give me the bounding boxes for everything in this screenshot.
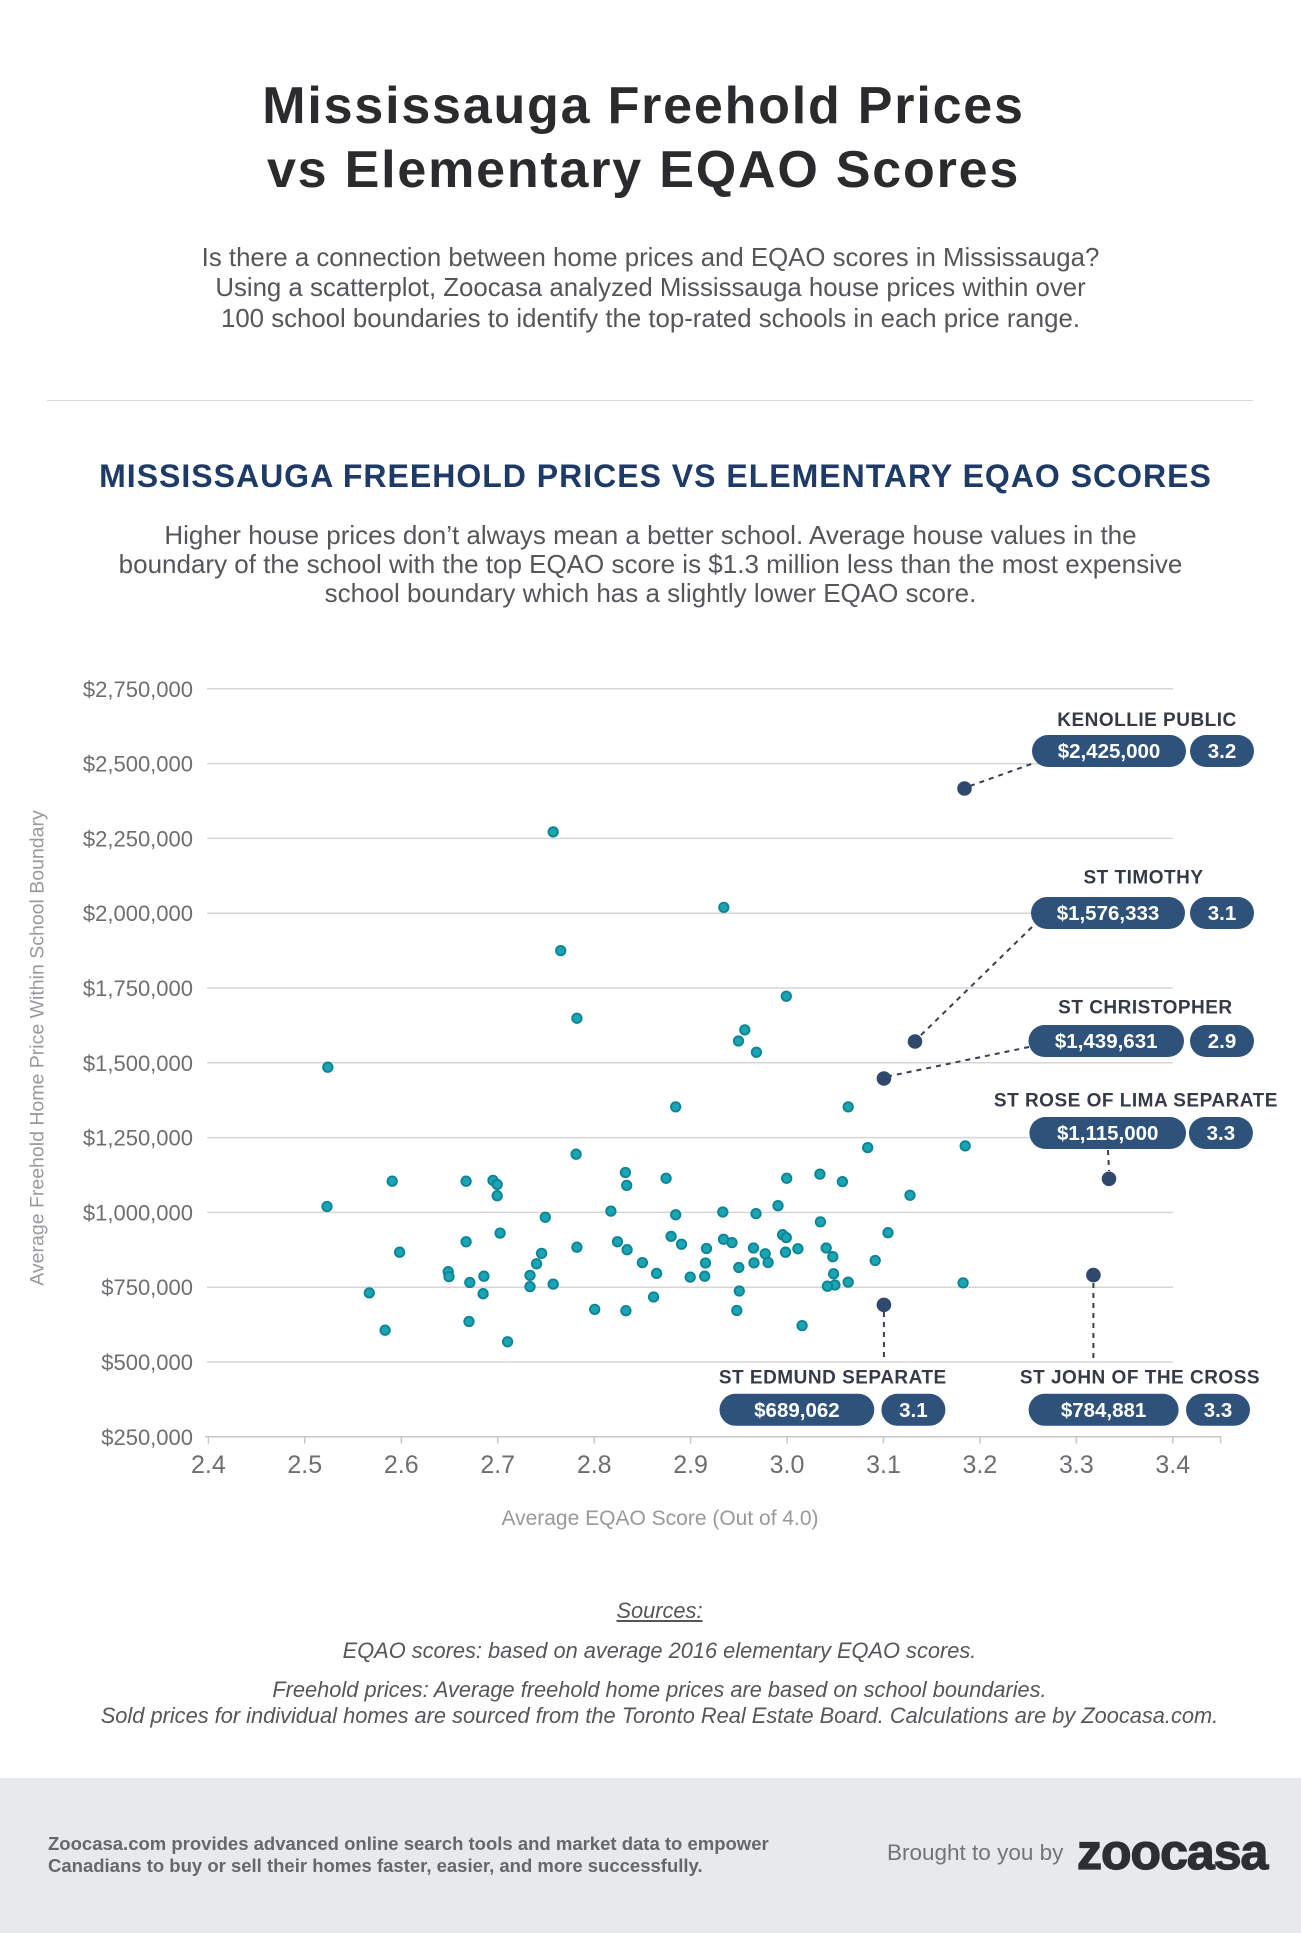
svg-text:ST TIMOTHY: ST TIMOTHY	[1083, 868, 1203, 889]
svg-text:$1,576,333: $1,576,333	[1057, 902, 1160, 925]
svg-text:$250,000: $250,000	[101, 1425, 193, 1450]
svg-text:3.1: 3.1	[899, 1399, 928, 1422]
svg-text:2.8: 2.8	[577, 1451, 612, 1479]
svg-text:3.3: 3.3	[1059, 1451, 1094, 1479]
svg-text:KENOLLIE PUBLIC: KENOLLIE PUBLIC	[1057, 710, 1237, 731]
svg-text:$2,000,000: $2,000,000	[83, 901, 193, 926]
svg-text:3.3: 3.3	[1207, 1122, 1236, 1145]
svg-text:3.2: 3.2	[1208, 740, 1237, 763]
svg-text:$2,425,000: $2,425,000	[1058, 740, 1161, 763]
svg-text:$2,250,000: $2,250,000	[83, 826, 193, 851]
svg-text:$1,250,000: $1,250,000	[83, 1126, 193, 1151]
svg-text:ST JOHN OF THE CROSS: ST JOHN OF THE CROSS	[1020, 1367, 1260, 1388]
svg-text:$2,500,000: $2,500,000	[83, 752, 193, 777]
svg-text:3.4: 3.4	[1155, 1451, 1190, 1479]
svg-text:3.1: 3.1	[866, 1451, 901, 1479]
svg-text:$1,000,000: $1,000,000	[83, 1200, 193, 1225]
svg-text:$1,439,631: $1,439,631	[1055, 1030, 1158, 1053]
svg-text:3.2: 3.2	[963, 1451, 998, 1479]
svg-text:$689,062: $689,062	[754, 1399, 840, 1422]
svg-text:2.5: 2.5	[287, 1451, 322, 1479]
svg-text:ST EDMUND SEPARATE: ST EDMUND SEPARATE	[719, 1367, 947, 1388]
svg-text:ST ROSE OF LIMA SEPARATE: ST ROSE OF LIMA SEPARATE	[994, 1091, 1278, 1112]
svg-text:3.1: 3.1	[1208, 902, 1237, 925]
svg-text:ST CHRISTOPHER: ST CHRISTOPHER	[1058, 998, 1233, 1019]
svg-text:2.4: 2.4	[191, 1451, 226, 1479]
svg-text:$2,750,000: $2,750,000	[83, 677, 193, 702]
svg-text:Average EQAO Score (Out of 4.0: Average EQAO Score (Out of 4.0)	[501, 1507, 818, 1530]
svg-text:$1,500,000: $1,500,000	[83, 1051, 193, 1076]
svg-text:2.9: 2.9	[673, 1451, 708, 1479]
svg-text:2.6: 2.6	[384, 1451, 419, 1479]
svg-text:$1,750,000: $1,750,000	[83, 976, 193, 1001]
svg-text:$784,881: $784,881	[1061, 1399, 1147, 1422]
svg-text:3.0: 3.0	[770, 1451, 805, 1479]
svg-text:Average Freehold Home Price Wi: Average Freehold Home Price Within Schoo…	[27, 810, 49, 1286]
svg-text:$500,000: $500,000	[101, 1350, 193, 1375]
svg-text:2.9: 2.9	[1208, 1030, 1237, 1053]
svg-text:3.3: 3.3	[1204, 1399, 1233, 1422]
svg-text:$750,000: $750,000	[101, 1275, 193, 1300]
svg-text:$1,115,000: $1,115,000	[1057, 1122, 1158, 1145]
svg-text:2.7: 2.7	[480, 1451, 515, 1479]
